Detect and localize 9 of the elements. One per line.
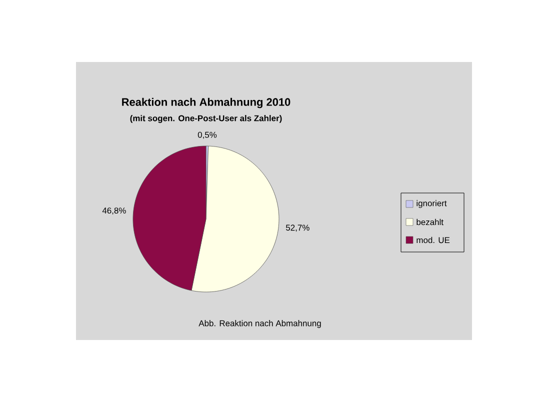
data-label: 52,7%	[286, 224, 310, 232]
legend-label: mod. UE	[416, 236, 450, 244]
data-label: 46,8%	[102, 208, 126, 215]
chart-subtitle: (mit sogen. One-Post-User als Zahler)	[130, 115, 282, 123]
data-label: 0,5%	[198, 132, 217, 139]
chart-title: Reaktion nach Abmahnung 2010	[122, 98, 290, 108]
legend-label: ignoriert	[416, 200, 447, 208]
legend-label: bezahlt	[416, 218, 444, 226]
text: Abb. Reaktion nach Abmahnung	[198, 320, 321, 328]
